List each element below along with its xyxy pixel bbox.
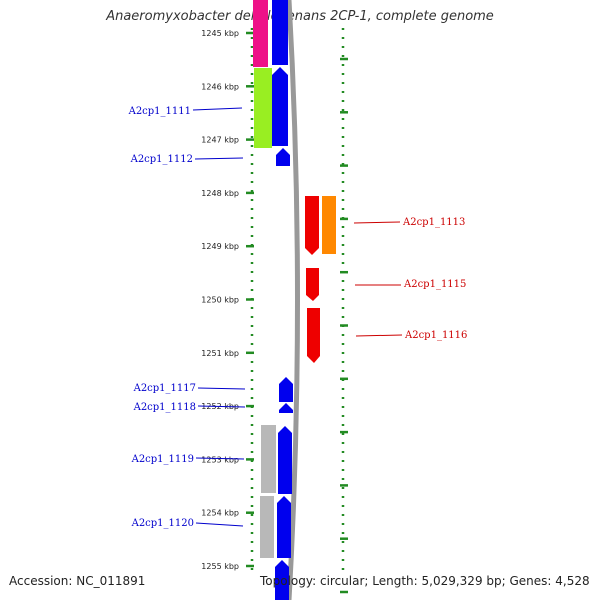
leader-line-a2cp1-1112 — [194, 157, 244, 160]
cds-forward-bottom[interactable] — [275, 560, 289, 600]
gene-label-a2cp1-1117[interactable]: A2cp1_1117 — [133, 383, 196, 394]
tick-label: 1245 kbp — [201, 29, 239, 38]
leader-line-a2cp1-1117 — [197, 387, 246, 390]
leader-line-a2cp1-1120 — [195, 522, 244, 527]
gene-label-a2cp1-1112[interactable]: A2cp1_1112 — [130, 154, 193, 165]
tick-label: 1246 kbp — [201, 82, 239, 91]
feature-gray-1[interactable] — [261, 425, 276, 493]
topology-summary: Topology: circular; Length: 5,029,329 bp… — [260, 574, 590, 588]
gene-label-a2cp1-1119[interactable]: A2cp1_1119 — [131, 454, 194, 465]
leader-line-a2cp1-1119 — [195, 457, 245, 460]
tick-label: 1250 kbp — [201, 296, 239, 305]
tick-label: 1251 kbp — [201, 349, 239, 358]
gene-labels: A2cp1_1111 A2cp1_1112 A2cp1_1113 A2cp1_1115… — [128, 106, 468, 529]
tick-label: 1255 kbp — [201, 562, 239, 571]
cds-a2cp1-1118[interactable] — [279, 403, 293, 413]
tick-label: 1254 kbp — [201, 509, 239, 518]
cds-forward-top[interactable] — [272, 0, 288, 65]
cds-a2cp1-1117[interactable] — [279, 377, 293, 402]
leader-line-a2cp1-1111 — [192, 107, 243, 111]
tick-labels: 1245 kbp 1246 kbp 1247 kbp 1248 kbp 1249 kbp… — [201, 29, 239, 571]
gene-label-a2cp1-1120[interactable]: A2cp1_1120 — [131, 518, 194, 529]
cds-a2cp1-1111[interactable] — [272, 67, 288, 146]
feature-magenta[interactable] — [253, 0, 268, 67]
map-title: Anaeromyxobacter dehalogenans 2CP-1, com… — [106, 9, 494, 24]
tick-label: 1248 kbp — [201, 189, 239, 198]
tick-marks — [246, 31, 348, 594]
leader-line-a2cp1-1116 — [355, 334, 403, 337]
feature-orange[interactable] — [322, 196, 336, 254]
accession-text: Accession: NC_011891 — [9, 574, 146, 588]
cds-a2cp1-1115[interactable] — [306, 268, 319, 301]
tick-label: 1253 kbp — [201, 455, 239, 464]
gene-label-a2cp1-1111[interactable]: A2cp1_1111 — [128, 106, 191, 117]
feature-gray-2[interactable] — [260, 496, 274, 558]
feature-lime[interactable] — [254, 68, 272, 148]
tick-label: 1247 kbp — [201, 136, 239, 145]
tick-label: 1249 kbp — [201, 242, 239, 251]
backbone-arc — [286, 0, 300, 600]
cds-a2cp1-1113[interactable] — [305, 196, 319, 255]
gene-label-a2cp1-1118[interactable]: A2cp1_1118 — [133, 402, 196, 413]
cds-a2cp1-1120[interactable] — [277, 496, 291, 558]
gene-label-a2cp1-1113[interactable]: A2cp1_1113 — [402, 217, 465, 228]
leader-line-a2cp1-1118 — [197, 405, 246, 408]
cds-a2cp1-1112[interactable] — [276, 148, 290, 166]
gene-label-a2cp1-1115[interactable]: A2cp1_1115 — [403, 279, 466, 290]
leader-line-a2cp1-1113 — [353, 221, 401, 224]
cds-a2cp1-1116[interactable] — [307, 308, 320, 363]
cds-a2cp1-1119[interactable] — [278, 426, 292, 494]
gene-label-a2cp1-1116[interactable]: A2cp1_1116 — [404, 330, 467, 341]
